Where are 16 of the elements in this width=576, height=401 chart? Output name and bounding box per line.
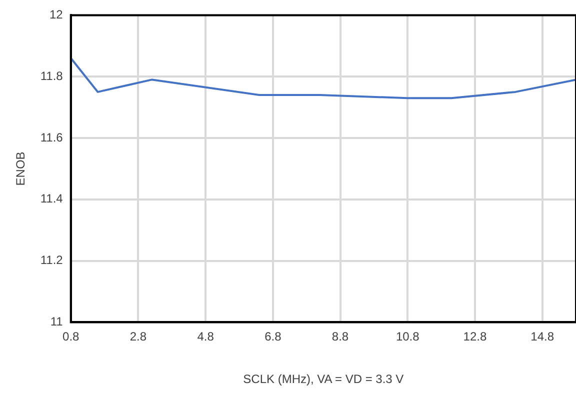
y-tick-label: 12 xyxy=(50,8,64,22)
x-tick-label: 8.8 xyxy=(332,330,349,344)
x-tick-label: 6.8 xyxy=(264,330,282,344)
y-tick-label: 11 xyxy=(50,314,64,329)
x-tick-label: 4.8 xyxy=(197,330,214,344)
y-tick-label: 11.4 xyxy=(40,192,64,206)
y-tick-label: 11.6 xyxy=(40,130,64,144)
x-tick-label: 2.8 xyxy=(130,330,147,344)
x-tick-label: 10.8 xyxy=(396,330,420,344)
x-tick-label: 0.8 xyxy=(62,330,80,344)
x-tick-label: 12.8 xyxy=(463,330,487,344)
y-tick-label: 11.8 xyxy=(40,68,64,83)
y-tick-label: 11.2 xyxy=(40,253,64,268)
x-tick-label: 14.8 xyxy=(530,330,554,344)
y-axis-title: ENOB xyxy=(14,152,28,186)
x-axis-title: SCLK (MHz), VA = VD = 3.3 V xyxy=(243,372,404,386)
